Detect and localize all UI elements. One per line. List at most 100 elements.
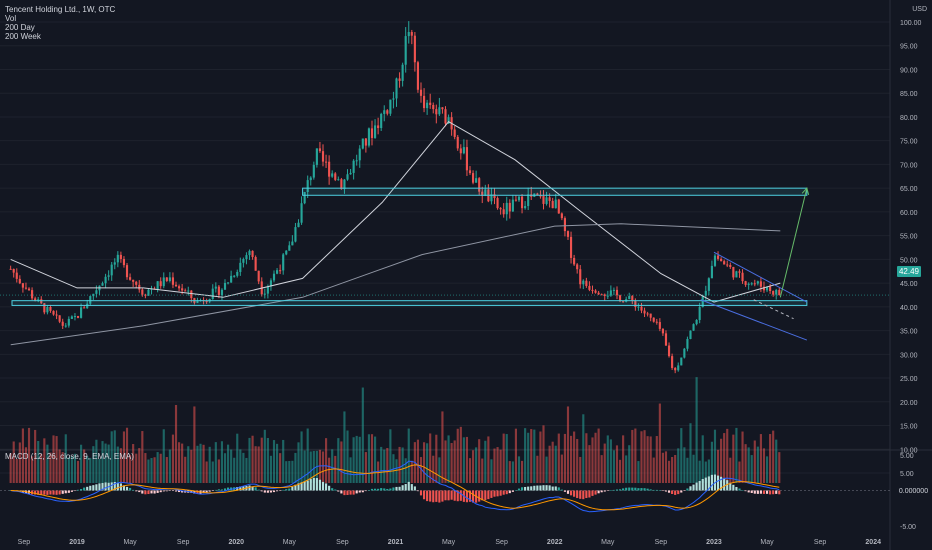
macd-histogram-bar — [772, 490, 775, 495]
macd-histogram-bar — [646, 488, 649, 491]
volume-bar — [119, 448, 122, 483]
volume-bar — [576, 439, 579, 483]
candle-body — [438, 107, 441, 115]
candle-body — [667, 345, 671, 357]
macd-histogram-bar — [557, 487, 560, 491]
macd-histogram-bar — [762, 490, 766, 494]
volume-bar — [211, 461, 214, 483]
time-tick-label: May — [442, 539, 456, 546]
volume-bar — [530, 429, 533, 483]
macd-histogram-bar — [426, 490, 429, 502]
macd-tick-label: 5.00 — [900, 453, 914, 460]
macd-histogram-bar — [609, 490, 612, 491]
candle-body — [279, 270, 282, 272]
candle-body — [557, 199, 560, 214]
candle-body — [511, 199, 514, 212]
candle-body — [432, 104, 435, 110]
candle-body — [569, 236, 573, 258]
macd-histogram-bar — [447, 490, 450, 501]
volume-bar — [34, 429, 37, 483]
candle-body — [239, 262, 242, 272]
candle-body — [753, 283, 756, 285]
macd-histogram-bar — [692, 484, 695, 491]
volume-bar — [340, 441, 343, 483]
macd-histogram-bar — [251, 486, 254, 491]
macd-histogram-bar — [539, 485, 542, 491]
candle-body — [628, 296, 631, 300]
macd-histogram-bar — [505, 490, 508, 495]
volume-bar — [61, 452, 64, 483]
candle-body — [187, 290, 190, 292]
macd-histogram-bar — [352, 490, 355, 495]
volume-bar — [141, 431, 144, 483]
volume-bar — [113, 430, 116, 483]
candle-body — [343, 179, 346, 190]
volume-bar — [471, 450, 475, 483]
volume-bar — [628, 445, 631, 483]
macd-histogram-bar — [266, 490, 269, 493]
candle-body — [652, 317, 655, 322]
volume-bar — [499, 449, 502, 483]
macd-histogram-bar — [260, 490, 263, 492]
macd-histogram-bar — [49, 490, 52, 495]
price-tick-label: 35.00 — [900, 329, 918, 336]
price-candles — [9, 21, 781, 374]
macd-histogram-bar — [707, 476, 710, 491]
volume-bar — [514, 428, 518, 483]
macd-histogram-bar — [441, 490, 444, 502]
macd-histogram-bar — [395, 486, 398, 491]
volume-bar — [680, 428, 683, 483]
candle-body — [539, 195, 542, 197]
macd-histogram-bar — [551, 486, 554, 491]
macd-histogram-bar — [132, 489, 135, 491]
macd-histogram-bar — [618, 489, 622, 491]
candle-body — [300, 203, 303, 223]
macd-histogram-bar — [407, 481, 410, 491]
volume-bar — [741, 431, 744, 483]
candle-body — [196, 300, 199, 303]
macd-histogram-bar — [548, 485, 551, 491]
macd-histogram-bar — [178, 490, 181, 493]
volume-bar — [205, 461, 208, 483]
macd-histogram-bar — [695, 482, 698, 491]
volume-bar — [609, 439, 612, 483]
candle-body — [585, 280, 588, 286]
candle-body — [275, 270, 279, 274]
volume-bar — [582, 414, 585, 483]
candle-body — [331, 173, 334, 177]
macd-histogram-bar — [747, 490, 750, 493]
volume-bar — [266, 437, 269, 483]
candle-body — [312, 164, 315, 178]
volume-bar — [606, 435, 609, 483]
macd-histogram-bar — [560, 489, 563, 491]
candle-body — [291, 241, 294, 246]
candle-body — [52, 310, 55, 315]
macd-histogram-bar — [606, 490, 609, 491]
volume-bar — [217, 459, 220, 483]
macd-histogram-bar — [67, 490, 70, 493]
macd-histogram-bar — [517, 488, 521, 491]
candle-body — [493, 194, 496, 199]
volume-bar — [426, 443, 429, 483]
legend-200-week: 200 Week — [5, 32, 41, 41]
price-tick-label: 100.00 — [900, 20, 922, 27]
candle-body — [582, 280, 585, 285]
candle-body — [551, 200, 554, 209]
macd-histogram-bar — [168, 490, 171, 491]
candle-body — [178, 286, 181, 289]
volume-bar — [395, 459, 398, 483]
candle-body — [138, 284, 141, 290]
candle-body — [554, 199, 557, 209]
macd-histogram-bar — [716, 475, 720, 491]
volume-bar — [569, 435, 573, 483]
macd-histogram-bar — [153, 490, 156, 494]
macd-histogram-bar — [429, 490, 432, 502]
macd-histogram-bar — [566, 490, 570, 494]
macd-histogram-bar — [573, 490, 576, 497]
macd-histogram-bar — [83, 487, 86, 491]
time-tick-label: May — [283, 539, 297, 546]
candle-body — [220, 289, 224, 296]
price-tick-label: 50.00 — [900, 257, 918, 264]
macd-histogram-bar — [358, 490, 361, 493]
